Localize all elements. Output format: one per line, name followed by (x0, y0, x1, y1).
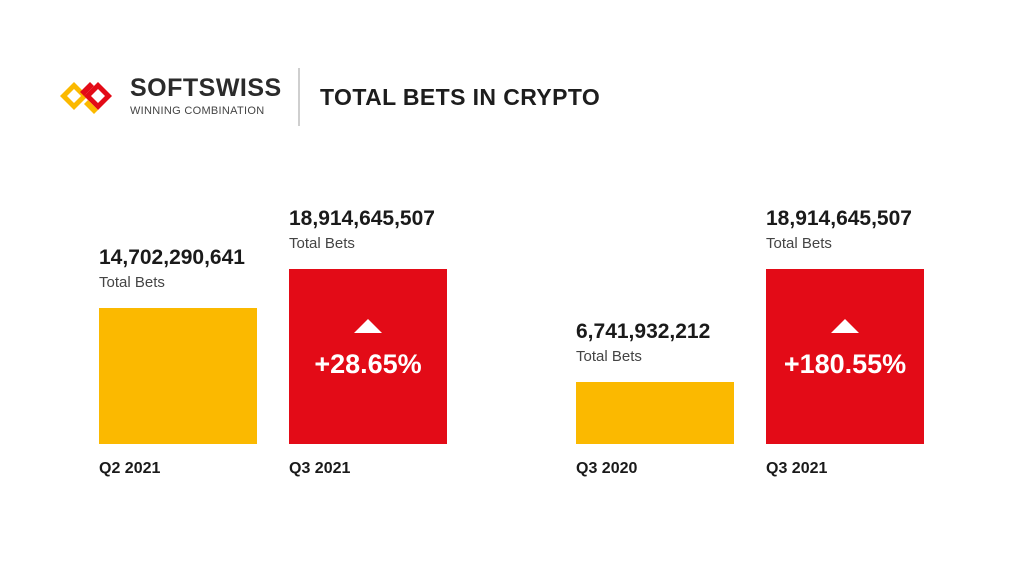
period-label-previous: Q3 2020 (576, 460, 638, 477)
change-percent: +180.55% (783, 349, 907, 379)
header-divider (298, 68, 300, 126)
header: SOFTSWISS WINNING COMBINATION TOTAL BETS… (60, 68, 680, 126)
bar-current: +180.55% (766, 269, 924, 444)
logo-text: SOFTSWISS WINNING COMBINATION (130, 74, 282, 118)
period-label-current: Q3 2021 (766, 460, 828, 477)
period-label-current: Q3 2021 (289, 460, 351, 477)
sub-label-previous: Total Bets (576, 348, 642, 365)
value-label-current: 18,914,645,507 (766, 207, 912, 230)
value-label-previous: 14,702,290,641 (99, 246, 245, 269)
sub-label-previous: Total Bets (99, 274, 165, 291)
brand-name: SOFTSWISS (130, 74, 282, 102)
bar-current: +28.65% (289, 269, 447, 444)
sub-label-current: Total Bets (766, 235, 832, 252)
chart-quarter-over-quarter: 14,702,290,641 Total Bets 18,914,645,507… (99, 190, 459, 490)
value-label-current: 18,914,645,507 (289, 207, 435, 230)
chart-year-over-year: 6,741,932,212 Total Bets 18,914,645,507 … (576, 190, 936, 490)
sub-label-current: Total Bets (289, 235, 355, 252)
change-percent: +28.65% (314, 349, 422, 379)
period-label-previous: Q2 2021 (99, 460, 161, 477)
brand-tagline: WINNING COMBINATION (130, 105, 265, 117)
up-arrow-icon (831, 319, 859, 333)
up-arrow-icon (354, 319, 382, 333)
bar-previous (576, 382, 734, 444)
value-label-previous: 6,741,932,212 (576, 320, 711, 343)
bar-previous (99, 308, 257, 444)
page-title: TOTAL BETS IN CRYPTO (320, 84, 601, 110)
softswiss-logo-icon (60, 82, 112, 114)
